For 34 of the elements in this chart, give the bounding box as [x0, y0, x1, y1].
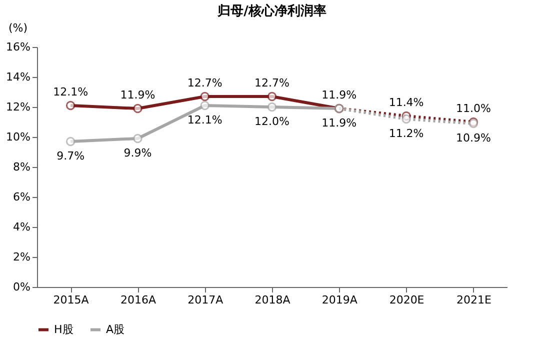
data-label: 11.9%: [322, 116, 357, 130]
y-tick-label: 14%: [6, 70, 30, 84]
data-label: 10.9%: [456, 132, 491, 144]
data-label: 12.0%: [254, 115, 290, 128]
x-tick-label: 2016A: [120, 294, 156, 306]
x-tick-label: 2019A: [322, 294, 358, 306]
x-tick-label: 2015A: [53, 294, 90, 306]
chart-title: 归母/核心净利润率: [216, 3, 326, 19]
data-label: 11.4%: [388, 96, 424, 109]
data-label: 12.7%: [187, 76, 222, 90]
data-label: 9.7%: [56, 150, 85, 162]
y-tick-label: 6%: [13, 190, 30, 204]
data-label: 11.9%: [120, 88, 156, 102]
data-label: 11.9%: [322, 88, 357, 102]
y-tick-label: 0%: [13, 280, 30, 294]
x-tick-label: 2017A: [188, 294, 224, 306]
y-tick-label: 12%: [6, 100, 30, 114]
data-label: 11.0%: [456, 102, 491, 115]
data-label: 11.2%: [388, 127, 424, 140]
y-tick-label: 8%: [13, 160, 30, 174]
data-label: 9.9%: [124, 146, 152, 160]
x-tick-label: 2020E: [389, 294, 424, 306]
data-label: 12.1%: [187, 114, 222, 126]
y-tick-label: 16%: [6, 40, 30, 54]
data-label: 12.7%: [254, 76, 290, 90]
data-label: 12.1%: [53, 86, 88, 98]
x-tick-label: 2021E: [456, 294, 492, 306]
legend-label: A股: [106, 322, 125, 336]
y-tick-label: 4%: [13, 220, 30, 234]
legend-label: H股: [54, 322, 74, 336]
x-tick-label: 2018A: [254, 294, 291, 306]
y-tick-label: 2%: [13, 250, 30, 264]
y-axis-title: (%): [8, 22, 28, 34]
y-tick-label: 10%: [6, 130, 30, 144]
